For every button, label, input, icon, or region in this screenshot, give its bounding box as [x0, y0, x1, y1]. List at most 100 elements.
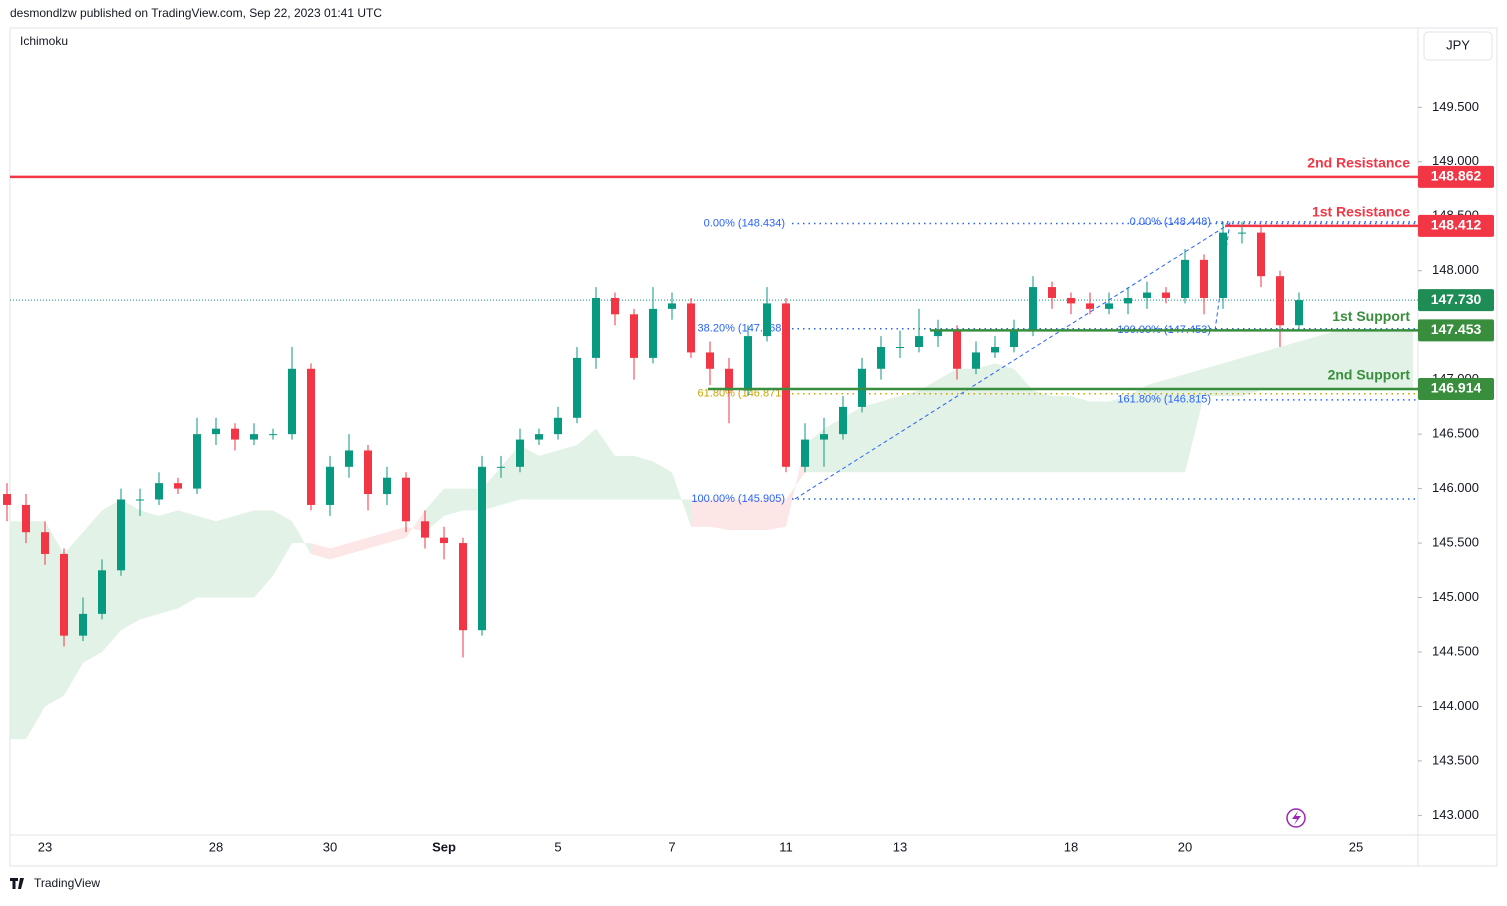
- ichimoku-cloud: [900, 390, 919, 473]
- ichimoku-cloud: [311, 543, 330, 560]
- y-tick-label: 145.500: [1432, 535, 1479, 550]
- fib-trend: [1214, 221, 1231, 331]
- candle-body: [402, 477, 410, 522]
- lightning-icon[interactable]: [1286, 808, 1306, 828]
- ichimoku-cloud: [824, 417, 843, 473]
- candle-body: [668, 303, 676, 309]
- x-tick-label: 13: [893, 839, 907, 854]
- candle-body: [288, 368, 296, 435]
- candle-body: [1276, 276, 1284, 326]
- ichimoku-cloud: [64, 532, 83, 696]
- footer-brand: TradingView: [34, 876, 100, 890]
- candle-body: [174, 483, 182, 489]
- candle-body: [991, 346, 999, 353]
- candle-body: [117, 499, 125, 571]
- ichimoku-cloud: [1375, 330, 1394, 391]
- candle-body: [915, 336, 923, 347]
- candle-body: [1219, 232, 1227, 298]
- candle-body: [782, 303, 790, 467]
- candle-body: [136, 499, 144, 501]
- candle-body: [1257, 232, 1265, 277]
- ichimoku-cloud: [1356, 330, 1375, 391]
- y-tick-label: 144.000: [1432, 698, 1479, 713]
- x-tick-label: Sep: [432, 839, 456, 854]
- candle-body: [896, 346, 904, 348]
- ichimoku-cloud: [197, 515, 216, 598]
- currency[interactable]: JPY: [1446, 37, 1470, 52]
- ichimoku-cloud: [1033, 390, 1052, 473]
- ichimoku-cloud: [805, 428, 824, 473]
- level-name: 1st Support: [1332, 308, 1410, 324]
- candle-body: [98, 570, 106, 614]
- ichimoku-cloud: [995, 363, 1014, 473]
- indicator-name: Ichimoku: [20, 34, 68, 48]
- candle-body: [687, 303, 695, 353]
- candle-body: [1162, 292, 1170, 298]
- candle-body: [649, 308, 657, 358]
- ichimoku-cloud: [83, 510, 102, 663]
- candle-body: [60, 553, 68, 636]
- last-price-box: [1418, 289, 1494, 312]
- candle-body: [801, 439, 809, 467]
- candle-body: [1200, 259, 1208, 298]
- ichimoku-cloud: [387, 526, 406, 544]
- ichimoku-cloud: [976, 363, 995, 473]
- fib-label: 161.80% (146.815): [1117, 394, 1211, 406]
- y-tick-label: 146.500: [1432, 426, 1479, 441]
- ichimoku-cloud: [425, 488, 444, 533]
- candle-body: [345, 450, 353, 467]
- fib-label: 100.00% (145.905): [691, 493, 785, 505]
- level-price-box: [1418, 319, 1494, 342]
- fib-trend: [794, 223, 1231, 500]
- candle-body: [554, 417, 562, 435]
- ichimoku-cloud: [1052, 396, 1071, 473]
- candle-body: [877, 346, 885, 369]
- y-tick-label: 143.000: [1432, 807, 1479, 822]
- chart-frame: [9, 27, 1498, 867]
- lightning-bolt: [1292, 811, 1301, 825]
- candle-body: [231, 428, 239, 440]
- x-tick-label: 23: [38, 839, 52, 854]
- y-tick-label: 148.000: [1432, 262, 1479, 277]
- candle-body: [364, 450, 372, 495]
- candle-body: [1086, 303, 1094, 309]
- level-name: 1st Resistance: [1312, 204, 1410, 220]
- y-tick-label: 145.000: [1432, 589, 1479, 604]
- candle-body: [383, 477, 391, 495]
- candle-body: [763, 303, 771, 337]
- ichimoku-cloud: [577, 428, 596, 500]
- ichimoku-cloud: [330, 543, 349, 560]
- candle-body: [516, 439, 524, 467]
- ichimoku-cloud: [1109, 396, 1128, 473]
- fib-label: 38.20% (147.468): [698, 323, 785, 335]
- ichimoku-cloud: [216, 515, 235, 598]
- candle-body: [307, 368, 315, 505]
- candle-body: [706, 352, 714, 369]
- ichimoku-cloud: [178, 510, 197, 609]
- candle-body: [934, 330, 942, 337]
- ichimoku-cloud: [1147, 379, 1166, 473]
- ichimoku-cloud: [748, 499, 767, 530]
- candle-body: [459, 543, 467, 631]
- candle-body: [953, 330, 961, 369]
- candle-body: [250, 434, 258, 440]
- candle-body: [1143, 292, 1151, 298]
- level-price: 147.453: [1431, 321, 1482, 337]
- ichimoku-cloud: [482, 466, 501, 511]
- level-price: 146.914: [1431, 380, 1482, 396]
- ichimoku-cloud: [919, 379, 938, 473]
- ichimoku-cloud: [881, 396, 900, 473]
- ichimoku-cloud: [1204, 363, 1223, 397]
- ichimoku-cloud: [1090, 401, 1109, 473]
- x-tick-label: 11: [779, 839, 793, 854]
- candle-body: [1048, 287, 1056, 298]
- candle-body: [326, 466, 334, 505]
- currency-button[interactable]: [1423, 31, 1493, 61]
- candle-body: [839, 406, 847, 435]
- ichimoku-cloud: [672, 472, 691, 527]
- ichimoku-cloud: [235, 510, 254, 598]
- ichimoku-cloud: [1394, 330, 1413, 391]
- level-price: 148.862: [1431, 168, 1482, 184]
